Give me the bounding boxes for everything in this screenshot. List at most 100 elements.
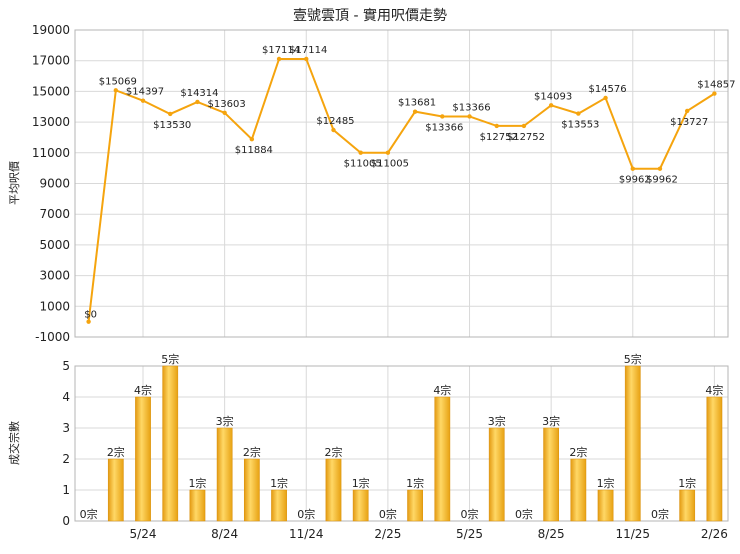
volume-bar <box>570 458 587 522</box>
price-data-label: $14857 <box>697 80 735 91</box>
price-y-axis-label: 平均呎價 <box>7 161 21 205</box>
price-point <box>630 166 635 171</box>
volume-bar <box>243 458 260 522</box>
price-point <box>168 111 173 117</box>
volume-data-label: 1宗 <box>678 476 696 490</box>
x-tick-label: 11/24 <box>289 527 324 541</box>
volume-bar <box>624 365 641 522</box>
price-point <box>249 137 255 142</box>
price-data-label: $13681 <box>398 98 436 109</box>
volume-data-label: 0宗 <box>515 507 533 521</box>
volume-plot-background <box>75 366 728 521</box>
volume-bar <box>271 489 287 522</box>
volume-y-tick-label: 4 <box>62 390 70 404</box>
price-point <box>385 150 391 155</box>
price-point <box>576 111 581 116</box>
price-data-label: $11005 <box>344 159 382 170</box>
volume-data-label: 0宗 <box>297 507 315 521</box>
price-y-tick-label: 13000 <box>32 115 70 129</box>
volume-bar <box>325 458 342 522</box>
volume-data-label: 2宗 <box>243 445 261 459</box>
volume-data-label: 1宗 <box>188 476 206 490</box>
price-point <box>548 103 554 108</box>
volume-y-axis-label: 成交宗數 <box>7 421 21 465</box>
volume-bar <box>107 458 124 522</box>
price-y-tick-label: -1000 <box>35 330 70 344</box>
volume-bar <box>352 489 369 522</box>
price-y-tick-label: 3000 <box>39 269 70 283</box>
volume-y-tick-label: 0 <box>62 514 70 528</box>
price-data-label: $13530 <box>153 120 191 131</box>
x-tick-label: 5/24 <box>130 527 157 541</box>
volume-bar <box>543 427 560 522</box>
volume-data-label: 1宗 <box>270 476 288 490</box>
price-data-label: $15069 <box>99 76 137 87</box>
price-point <box>712 91 717 96</box>
volume-data-label: 5宗 <box>161 352 179 366</box>
price-data-label: $14397 <box>126 87 164 98</box>
volume-bar <box>679 489 696 522</box>
volume-data-label: 0宗 <box>461 507 479 521</box>
volume-y-tick-label: 3 <box>62 421 70 435</box>
price-data-label: $14093 <box>534 91 572 102</box>
chart-title: 壹號雲頂 - 實用呎價走勢 <box>293 7 447 24</box>
price-data-label: $13603 <box>208 99 246 110</box>
price-point <box>304 56 309 62</box>
price-point <box>113 88 119 93</box>
price-point <box>140 98 146 103</box>
x-tick-label: 8/24 <box>211 527 238 541</box>
price-y-tick-label: 11000 <box>32 146 70 160</box>
price-y-tick-label: 5000 <box>39 238 70 252</box>
volume-data-label: 0宗 <box>651 507 669 521</box>
price-data-label: $0 <box>84 310 97 321</box>
price-plot-border <box>74 29 729 338</box>
volume-y-tick-label: 2 <box>62 452 70 466</box>
volume-data-label: 1宗 <box>597 476 615 490</box>
price-point <box>521 123 527 129</box>
x-tick-label: 5/25 <box>456 527 483 541</box>
price-y-tick-label: 19000 <box>32 23 70 37</box>
price-data-label: $11884 <box>235 145 273 156</box>
price-data-label: $13366 <box>425 122 463 133</box>
price-point <box>657 166 663 171</box>
x-tick-label: 2/26 <box>701 527 728 541</box>
price-data-label: $17114 <box>289 45 327 56</box>
price-y-tick-label: 17000 <box>32 54 70 68</box>
volume-data-label: 3宗 <box>542 414 560 428</box>
volume-data-label: 1宗 <box>406 476 424 490</box>
x-tick-label: 11/25 <box>615 527 650 541</box>
volume-data-label: 4宗 <box>134 383 152 397</box>
volume-data-label: 3宗 <box>216 414 234 428</box>
volume-y-tick-label: 1 <box>62 483 70 497</box>
price-data-label: $12752 <box>480 132 518 143</box>
price-data-label: $14576 <box>588 84 626 95</box>
price-point <box>684 108 690 114</box>
volume-plot-border <box>74 365 729 522</box>
price-data-label: $13366 <box>452 102 490 113</box>
volume-bar <box>216 427 233 522</box>
price-line <box>87 57 715 322</box>
price-data-label: $12752 <box>507 132 545 143</box>
price-point <box>86 319 91 324</box>
volume-bar <box>597 489 614 522</box>
price-point <box>276 56 282 62</box>
volume-bar <box>135 396 151 522</box>
volume-data-label: 3宗 <box>488 414 506 428</box>
price-data-label: $9962 <box>619 175 651 186</box>
price-point <box>358 150 363 155</box>
volume-bar <box>407 489 423 522</box>
price-data-label: $13553 <box>561 120 599 131</box>
price-point <box>467 114 472 119</box>
volume-bar <box>189 489 206 522</box>
price-point <box>494 123 499 129</box>
x-tick-label: 2/25 <box>374 527 401 541</box>
volume-bar <box>706 396 723 522</box>
volume-bar <box>488 427 505 522</box>
price-y-tick-label: 15000 <box>32 84 70 98</box>
volume-data-label: 0宗 <box>80 507 98 521</box>
volume-data-label: 0宗 <box>379 507 397 521</box>
volume-data-label: 2宗 <box>107 445 125 459</box>
price-point <box>195 99 200 105</box>
price-plot-area: -1000 1000 3000 5000 7000 9000 11000 13000 15000… <box>32 23 736 344</box>
